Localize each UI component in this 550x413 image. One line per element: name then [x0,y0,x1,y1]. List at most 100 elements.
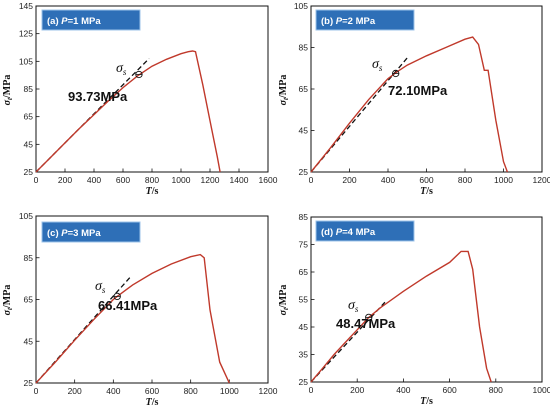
sigma-s-subscript: s [123,67,127,77]
x-tick-label: 400 [106,386,120,396]
y-tick-label: 65 [24,112,34,122]
y-tick-label: 65 [299,84,309,94]
sigma-s-label: σs [348,298,359,314]
x-tick-label: 1000 [220,386,239,396]
x-axis-label: T/s [420,186,433,197]
y-axis-label-subscript: t [6,97,14,100]
panel-label: (c) P=3 MPa [47,228,101,239]
y-tick-label: 65 [299,267,309,277]
x-axis-label-unit: /s [151,397,159,408]
y-tick-label: 105 [294,1,308,11]
panel-letter: (b) [321,16,336,27]
y-axis-label: σt/MPa [278,75,290,106]
sigma-s-symbol: σ [372,57,380,72]
x-axis-label-symbol: T [420,186,427,197]
yield-value-annotation: 72.10MPa [388,83,448,98]
sigma-s-subscript: s [102,285,106,295]
y-tick-label: 25 [24,167,34,177]
y-axis-label-symbol: σ [2,309,13,315]
linear-fit-line [310,301,386,383]
y-axis-label-subscript: t [282,307,290,310]
x-axis-label-unit: /s [425,396,433,407]
sigma-s-label: σs [95,279,106,295]
sigma-s-label: σs [116,61,127,77]
panel-badge [41,9,141,31]
x-tick-label: 200 [58,175,72,185]
yield-value-annotation: 66.41MPa [98,298,158,313]
y-axis-label-unit: /MPa [278,285,289,309]
chart-panel-1: 0 200 400 600 800 1000 120025456585105T/sσt/MP… [278,1,550,197]
x-axis-label-unit: /s [151,186,159,197]
y-tick-label: 25 [299,167,309,177]
y-tick-label: 45 [299,126,309,136]
x-tick-label: 1000 [172,175,191,185]
stress-curve [35,253,230,384]
panel-badge [41,221,141,243]
y-tick-label: 105 [19,211,33,221]
y-axis-label: σt/MPa [2,75,14,106]
panel-letter: (a) [47,16,61,27]
x-tick-label: 400 [396,385,410,395]
y-axis-label-subscript: t [6,307,14,310]
y-axis-label-symbol: σ [2,99,13,105]
stress-curve [310,36,509,173]
x-tick-label: 600 [145,386,159,396]
panel-letter: (d) [321,227,336,238]
y-tick-label: 75 [299,240,309,250]
y-tick-label: 45 [299,322,309,332]
stress-curve [35,50,221,173]
y-axis-label-unit: /MPa [278,75,289,99]
x-tick-label: 0 [34,175,39,185]
sigma-s-label: σs [372,57,383,73]
y-axis-label-symbol: σ [278,309,289,315]
y-tick-label: 25 [24,378,34,388]
x-tick-label: 400 [87,175,101,185]
y-axis-label: σt/MPa [2,285,14,316]
y-tick-label: 85 [24,253,34,263]
chart-panel-2: 0 200 400 600 800 1000 120025456585105T/sσt/MP… [2,211,278,408]
y-tick-label: 85 [299,43,309,53]
x-tick-label: 1200 [201,175,220,185]
y-tick-label: 25 [299,377,309,387]
x-axis-label-symbol: T [146,186,153,197]
panel-pressure-value: =4 MPa [342,227,376,238]
x-tick-label: 600 [419,175,433,185]
x-tick-label: 1200 [533,175,550,185]
y-tick-label: 65 [24,295,34,305]
x-tick-label: 1000 [494,175,513,185]
x-axis-label: T/s [146,186,159,197]
x-tick-label: 0 [309,175,314,185]
panel-pressure-symbol: P [336,16,343,27]
x-tick-label: 200 [350,385,364,395]
sigma-s-symbol: σ [116,61,124,76]
x-tick-label: 0 [309,385,314,395]
stress-curve [310,250,492,383]
yield-value-annotation: 48.47MPa [336,316,396,331]
sigma-s-subscript: s [379,63,383,73]
y-tick-label: 45 [24,139,34,149]
x-tick-label: 200 [342,175,356,185]
y-tick-label: 125 [19,29,33,39]
chart-panel-3: 0 200 400 600 800 100025354555657585T/sσt/MPa… [278,212,550,407]
y-tick-label: 85 [24,84,34,94]
panel-badge [315,9,415,31]
x-tick-label: 600 [116,175,130,185]
panel-pressure-value: =3 MPa [68,228,102,239]
panel-pressure-value: =1 MPa [68,16,102,27]
panel-pressure-symbol: P [336,227,343,238]
y-tick-label: 105 [19,56,33,66]
panel-pressure-symbol: P [61,228,68,239]
y-tick-label: 85 [299,212,309,222]
y-axis-label-subscript: t [282,97,290,100]
sigma-s-symbol: σ [95,279,103,294]
panel-label: (a) P=1 MPa [47,16,101,27]
x-tick-label: 1200 [259,386,278,396]
x-tick-label: 0 [34,386,39,396]
x-axis-label-symbol: T [420,396,427,407]
x-tick-label: 1600 [259,175,278,185]
yield-value-annotation: 93.73MPa [68,89,128,104]
y-axis-label-unit: /MPa [2,75,13,99]
plot-frame [310,216,543,383]
x-tick-label: 600 [443,385,457,395]
x-tick-label: 200 [68,386,82,396]
